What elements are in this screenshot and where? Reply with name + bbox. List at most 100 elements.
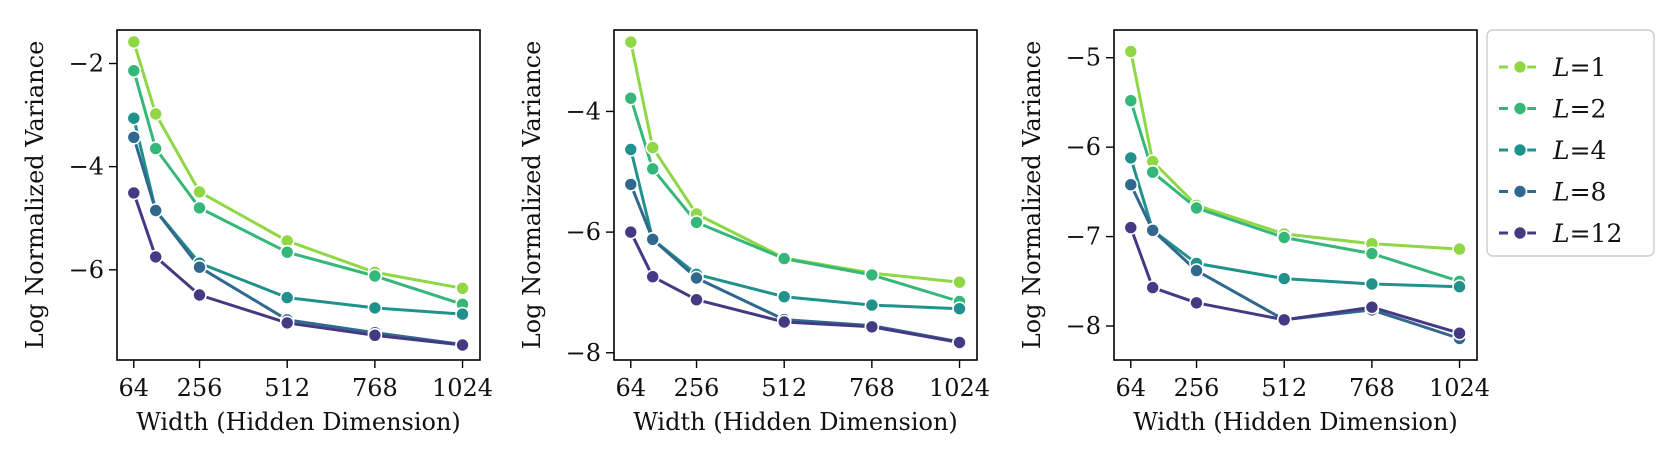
data-point-L4-64 xyxy=(126,110,142,126)
data-point-L8-256 xyxy=(192,259,207,275)
data-point-L4-768 xyxy=(367,300,383,316)
data-point-L2-64 xyxy=(126,63,142,78)
legend-label: L=1 xyxy=(1552,53,1606,82)
data-point-L8-128 xyxy=(645,232,661,247)
data-point-L2-256 xyxy=(689,215,704,230)
x-tick-label: 64 xyxy=(1116,374,1147,402)
legend-label: L=8 xyxy=(1552,178,1606,207)
data-point-L1-256 xyxy=(192,184,207,200)
data-point-L4-768 xyxy=(864,297,880,313)
series-line-L4 xyxy=(1129,157,1460,289)
axes-frame xyxy=(1113,29,1478,361)
data-point-L2-256 xyxy=(1189,200,1204,216)
x-tick-label: 768 xyxy=(352,374,398,402)
data-point-L2-128 xyxy=(645,161,661,177)
legend-box xyxy=(1486,29,1655,257)
data-point-L2-768 xyxy=(864,267,880,283)
data-point-L2-512 xyxy=(776,251,792,266)
series-line-L12 xyxy=(629,231,960,344)
x-axis-label: Width (Hidden Dimension) xyxy=(633,408,958,436)
data-point-L2-768 xyxy=(367,268,383,284)
series-line-L12 xyxy=(1129,227,1460,335)
y-tick-label: −6 xyxy=(69,256,104,284)
series-line-L4 xyxy=(629,149,960,311)
data-point-L2-512 xyxy=(279,244,295,260)
y-tick-label: −6 xyxy=(1066,133,1101,161)
data-point-L8-128 xyxy=(148,203,163,218)
legend-marker xyxy=(1512,225,1528,241)
legend-label: L=4 xyxy=(1552,136,1606,165)
series-line-L2 xyxy=(629,97,960,303)
chart-panel-2: 64 256 512 768 1024 −4 −6 −8 Width (Hidden Dimen… xyxy=(518,29,990,436)
data-point-L12-1024 xyxy=(1452,325,1467,341)
series-line-L1 xyxy=(629,41,960,284)
x-tick-label: 1024 xyxy=(432,374,493,402)
y-tick-label: −8 xyxy=(566,339,601,367)
data-point-L4-512 xyxy=(1276,271,1292,286)
data-point-L4-512 xyxy=(776,289,792,305)
y-tick-label: −7 xyxy=(1066,223,1101,251)
data-point-L2-128 xyxy=(148,141,163,156)
data-point-L12-64 xyxy=(1123,220,1139,235)
legend-item-L4: L=4 xyxy=(1499,136,1606,165)
x-axis-label: Width (Hidden Dimension) xyxy=(136,408,461,436)
data-point-L8-128 xyxy=(1145,223,1160,238)
x-tick-label: 1024 xyxy=(929,374,990,402)
data-point-L12-64 xyxy=(623,224,639,240)
x-tick-label: 512 xyxy=(1261,374,1307,402)
data-point-L2-256 xyxy=(192,200,207,216)
data-point-L12-1024 xyxy=(952,335,967,350)
data-point-L4-64 xyxy=(1123,150,1139,166)
data-point-L1-128 xyxy=(645,140,661,155)
legend-marker xyxy=(1512,184,1528,199)
x-tick-label: 64 xyxy=(119,374,150,402)
x-tick-label: 256 xyxy=(177,374,223,402)
legend-label: L=2 xyxy=(1552,95,1606,124)
x-tick-label: 512 xyxy=(761,374,807,402)
data-point-L2-768 xyxy=(1364,246,1380,261)
x-tick-label: 256 xyxy=(674,374,720,402)
legend: L=1 L=2 L=4 L=8 L=12 xyxy=(1486,29,1655,257)
chart-panel-1: 64 256 512 768 1024 −2 −4 −6 Width (Hidden Dimen… xyxy=(21,29,493,436)
y-tick-label: −5 xyxy=(1066,44,1101,72)
legend-item-L2: L=2 xyxy=(1499,95,1606,124)
series-line-L2 xyxy=(132,70,463,306)
data-point-L4-1024 xyxy=(1452,279,1467,295)
series-line-L1 xyxy=(132,41,463,290)
data-point-L2-512 xyxy=(1276,230,1292,245)
x-tick-label: 512 xyxy=(264,374,310,402)
data-point-L12-512 xyxy=(279,315,295,331)
data-point-L4-1024 xyxy=(952,301,967,317)
data-point-L8-256 xyxy=(1189,263,1204,278)
y-axis-label: Log Normalized Variance xyxy=(1018,41,1046,350)
data-point-L2-64 xyxy=(1123,93,1139,108)
x-axis-label: Width (Hidden Dimension) xyxy=(1133,408,1458,436)
data-point-L2-64 xyxy=(623,90,639,106)
data-point-L1-64 xyxy=(623,34,639,50)
series-line-L8 xyxy=(629,183,960,344)
data-point-L12-128 xyxy=(148,249,163,265)
data-point-L12-1024 xyxy=(455,337,470,353)
data-point-L1-64 xyxy=(126,34,142,50)
series-line-L4 xyxy=(132,117,463,316)
y-axis-label: Log Normalized Variance xyxy=(518,41,546,350)
legend-label: L=12 xyxy=(1552,219,1622,248)
data-point-L8-64 xyxy=(126,130,142,145)
legend-item-L12: L=12 xyxy=(1499,219,1622,248)
legend-item-L1: L=1 xyxy=(1499,53,1606,82)
data-point-L4-1024 xyxy=(455,306,470,322)
data-point-L8-256 xyxy=(689,270,704,286)
chart-panel-3: 64 256 512 768 1024 −5 −6 −7 −8 Width (Hidden Dim… xyxy=(1018,29,1490,436)
data-point-L12-64 xyxy=(126,185,142,201)
legend-marker xyxy=(1512,59,1528,75)
data-point-L4-512 xyxy=(279,290,295,305)
data-point-L12-512 xyxy=(776,314,792,330)
legend-marker xyxy=(1512,101,1528,116)
data-point-L12-256 xyxy=(192,287,207,303)
data-point-L8-64 xyxy=(1123,177,1139,192)
series-line-L12 xyxy=(132,192,463,347)
data-point-L12-256 xyxy=(1189,295,1204,311)
legend-item-L8: L=8 xyxy=(1499,178,1606,207)
y-tick-label: −8 xyxy=(1066,312,1101,340)
